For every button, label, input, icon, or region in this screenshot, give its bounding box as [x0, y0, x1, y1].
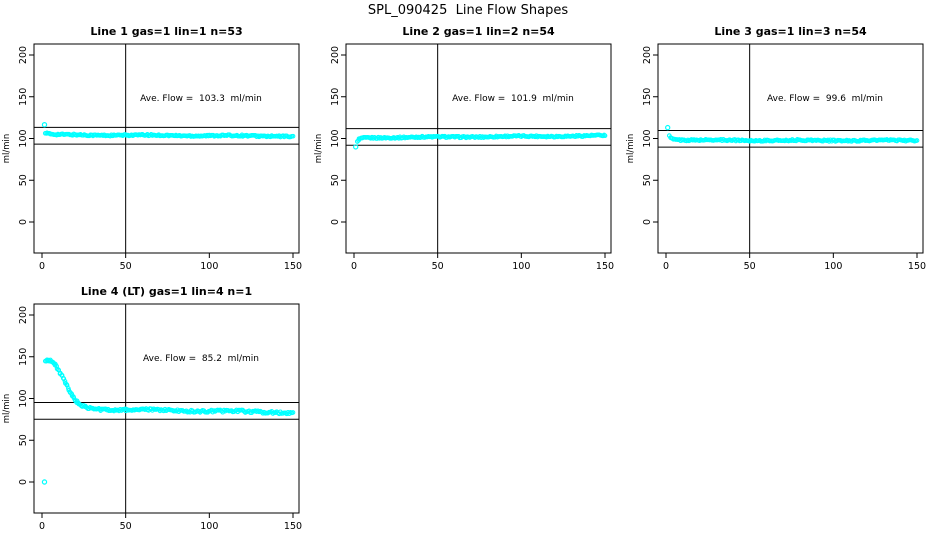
- horizontal-reference-lines: [658, 129, 923, 148]
- x-axis: 0 50 100 150: [39, 253, 302, 272]
- y-tick-label: 200: [18, 306, 29, 324]
- data-point: [290, 410, 296, 415]
- panel-line-2: 0 50 100 150 0 50 100 150 200 ml/min Line 2 gas=1 …: [312, 20, 624, 280]
- data-point-outlier: [665, 124, 671, 131]
- data-point-outlier: [353, 144, 359, 150]
- data-point: [602, 133, 608, 139]
- data-point: [914, 138, 920, 143]
- plot-box: [33, 303, 300, 514]
- horizontal-reference-lines: [34, 126, 299, 145]
- y-tick-label: 50: [18, 174, 29, 186]
- y-tick-label: 150: [642, 88, 653, 106]
- x-tick-label: 100: [512, 261, 530, 272]
- y-tick-label: 100: [18, 389, 29, 407]
- y-axis: 0 50 100 150 200: [18, 46, 34, 225]
- panel-line-4: 0 50 100 150 0 50 100 150 200 ml/min Line 4 (LT) g…: [0, 280, 312, 540]
- y-tick-label: 0: [18, 219, 29, 225]
- x-tick-label: 150: [284, 261, 302, 272]
- y-tick-label: 200: [642, 46, 653, 64]
- y-tick-label: 0: [642, 219, 653, 225]
- main-title: SPL_090425 Line Flow Shapes: [367, 3, 569, 18]
- ave-flow-annotation: Ave. Flow = 99.6 ml/min: [767, 94, 883, 104]
- x-tick-label: 100: [200, 521, 218, 532]
- y-tick-label: 100: [18, 129, 29, 147]
- x-tick-label: 0: [39, 261, 45, 272]
- panel-title: Line 1 gas=1 lin=1 n=53: [90, 25, 242, 38]
- ave-flow-annotation: Ave. Flow = 101.9 ml/min: [452, 94, 574, 104]
- y-axis-title: ml/min: [2, 394, 12, 424]
- x-tick-label: 150: [908, 261, 926, 272]
- y-tick-label: 50: [330, 174, 341, 186]
- x-tick-label: 100: [824, 261, 842, 272]
- y-axis: 0 50 100 150 200: [330, 46, 346, 225]
- y-axis-title: ml/min: [314, 134, 324, 164]
- scatter-points: [353, 132, 608, 150]
- panel-line-1: 0 50 100 150 0 50 100 150 200 ml/min Line 1 gas=1 …: [0, 20, 312, 280]
- x-axis: 0 50 100 150: [663, 253, 926, 272]
- y-axis: 0 50 100 150 200: [642, 46, 658, 225]
- y-tick-label: 0: [330, 219, 341, 225]
- x-axis: 0 50 100 150: [351, 253, 614, 272]
- line-flow-chart: 0 50 100 150 0 50 100 150 200 ml/min Line 1 gas=1 …: [2, 25, 302, 272]
- scatter-points: [665, 124, 920, 144]
- y-tick-label: 150: [18, 348, 29, 366]
- x-tick-label: 50: [120, 261, 132, 272]
- panel-title: Line 2 gas=1 lin=2 n=54: [402, 25, 555, 38]
- y-tick-label: 0: [18, 479, 29, 485]
- x-tick-label: 150: [284, 521, 302, 532]
- plot-box: [33, 43, 300, 254]
- line-flow-chart: 0 50 100 150 0 50 100 150 200 ml/min Line 2 gas=1 …: [314, 25, 614, 272]
- y-tick-label: 100: [642, 129, 653, 147]
- x-tick-label: 150: [596, 261, 614, 272]
- x-tick-label: 50: [120, 521, 132, 532]
- y-tick-label: 50: [18, 434, 29, 446]
- y-axis-title: ml/min: [2, 134, 12, 164]
- plot-box: [657, 43, 924, 254]
- plot-box: [345, 43, 612, 254]
- x-tick-label: 0: [663, 261, 669, 272]
- y-tick-label: 150: [330, 88, 341, 106]
- y-axis: 0 50 100 150 200: [18, 306, 34, 485]
- y-tick-label: 50: [642, 174, 653, 186]
- y-tick-label: 200: [18, 46, 29, 64]
- ave-flow-annotation: Ave. Flow = 85.2 ml/min: [143, 354, 259, 364]
- y-tick-label: 100: [330, 129, 341, 147]
- scatter-points: [41, 121, 296, 140]
- x-tick-label: 0: [39, 521, 45, 532]
- panel-title: Line 4 (LT) gas=1 lin=4 n=1: [81, 285, 252, 298]
- y-axis-title: ml/min: [626, 134, 636, 164]
- x-axis: 0 50 100 150: [39, 513, 302, 532]
- y-tick-label: 200: [330, 46, 341, 64]
- x-tick-label: 50: [744, 261, 756, 272]
- x-tick-label: 0: [351, 261, 357, 272]
- line-flow-chart: 0 50 100 150 0 50 100 150 200 ml/min Line 4 (LT) g…: [2, 285, 302, 532]
- panel-title: Line 3 gas=1 lin=3 n=54: [714, 25, 867, 38]
- scatter-points: [41, 357, 296, 485]
- horizontal-reference-lines: [346, 128, 611, 146]
- panel-line-3: 0 50 100 150 0 50 100 150 200 ml/min Line 3 gas=1 …: [624, 20, 936, 280]
- data-point: [290, 133, 296, 139]
- data-point-outlier: [41, 479, 48, 485]
- line-flow-chart: 0 50 100 150 0 50 100 150 200 ml/min Line 3 gas=1 …: [626, 25, 926, 272]
- data-point-outlier: [41, 121, 48, 128]
- x-tick-label: 50: [432, 261, 444, 272]
- data-point: [54, 363, 59, 369]
- x-tick-label: 100: [200, 261, 218, 272]
- y-tick-label: 150: [18, 88, 29, 106]
- ave-flow-annotation: Ave. Flow = 103.3 ml/min: [140, 94, 262, 104]
